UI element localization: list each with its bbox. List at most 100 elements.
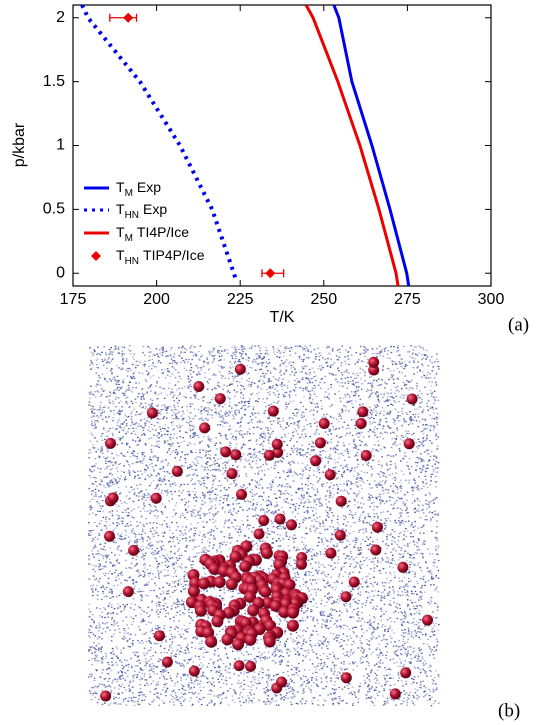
water-dot bbox=[352, 572, 354, 573]
water-dot bbox=[435, 486, 437, 487]
water-dot bbox=[343, 472, 345, 473]
water-dot bbox=[305, 350, 307, 351]
water-dot bbox=[109, 571, 111, 572]
water-dot bbox=[239, 382, 241, 383]
water-dot bbox=[147, 536, 149, 537]
water-dot bbox=[258, 674, 260, 675]
water-dot bbox=[345, 406, 347, 407]
water-dot bbox=[154, 583, 156, 584]
water-dot bbox=[299, 421, 301, 422]
water-dot bbox=[200, 497, 202, 498]
water-dot bbox=[317, 471, 319, 472]
water-dot bbox=[394, 684, 396, 685]
water-dot bbox=[338, 457, 340, 458]
water-dot bbox=[331, 670, 333, 671]
water-dot bbox=[320, 554, 322, 555]
water-dot bbox=[260, 387, 262, 388]
water-dot bbox=[88, 522, 90, 523]
water-dot bbox=[425, 483, 427, 484]
water-dot bbox=[302, 361, 304, 362]
water-dot bbox=[358, 647, 360, 648]
water-dot bbox=[256, 393, 258, 394]
water-dot bbox=[184, 484, 186, 485]
water-dot bbox=[270, 421, 272, 422]
water-dot bbox=[254, 570, 256, 571]
water-dot bbox=[256, 482, 258, 483]
water-dot bbox=[300, 637, 302, 638]
water-dot bbox=[241, 356, 243, 357]
water-dot bbox=[103, 429, 105, 430]
water-dot bbox=[341, 346, 343, 347]
water-dot bbox=[302, 368, 304, 369]
water-dot bbox=[254, 516, 256, 517]
water-dot bbox=[214, 654, 216, 655]
water-dot bbox=[356, 496, 358, 497]
water-dot bbox=[360, 663, 362, 664]
water-dot bbox=[278, 490, 280, 491]
water-dot bbox=[425, 494, 427, 495]
water-dot bbox=[99, 684, 101, 685]
water-dot bbox=[433, 471, 435, 472]
water-dot bbox=[403, 636, 405, 637]
water-dot bbox=[263, 433, 265, 434]
water-dot bbox=[99, 523, 101, 524]
water-dot bbox=[181, 629, 183, 630]
water-dot bbox=[90, 611, 92, 612]
water-dot bbox=[377, 424, 379, 425]
water-dot bbox=[95, 697, 97, 698]
water-dot bbox=[278, 396, 280, 397]
water-dot bbox=[140, 684, 142, 685]
water-dot bbox=[334, 601, 336, 602]
water-dot bbox=[315, 353, 317, 354]
water-dot bbox=[425, 479, 427, 480]
water-dot bbox=[367, 643, 369, 644]
water-dot bbox=[361, 488, 363, 489]
water-dot bbox=[311, 692, 313, 693]
water-dot bbox=[324, 605, 326, 606]
water-dot bbox=[434, 677, 436, 678]
water-dot bbox=[255, 661, 257, 662]
water-dot bbox=[219, 545, 221, 546]
water-dot bbox=[118, 573, 120, 574]
water-dot bbox=[256, 493, 258, 494]
water-dot bbox=[124, 637, 126, 638]
water-dot bbox=[330, 565, 332, 566]
water-dot bbox=[272, 431, 274, 432]
water-dot bbox=[351, 644, 353, 645]
water-dot bbox=[225, 520, 227, 521]
water-dot bbox=[345, 396, 347, 397]
water-dot bbox=[384, 596, 386, 597]
water-dot bbox=[156, 382, 158, 383]
water-dot bbox=[381, 466, 383, 467]
water-dot bbox=[215, 454, 217, 455]
water-dot bbox=[311, 402, 313, 403]
water-dot bbox=[161, 405, 163, 406]
water-dot bbox=[119, 684, 121, 685]
water-dot bbox=[345, 466, 347, 467]
water-dot bbox=[132, 644, 134, 645]
water-dot bbox=[186, 422, 188, 423]
water-dot bbox=[100, 508, 102, 509]
water-dot bbox=[320, 533, 322, 534]
water-dot bbox=[202, 647, 204, 648]
water-dot bbox=[155, 628, 157, 629]
water-dot bbox=[354, 692, 356, 693]
water-dot bbox=[425, 377, 427, 378]
water-dot bbox=[204, 493, 206, 494]
water-dot bbox=[202, 495, 204, 496]
water-dot bbox=[399, 487, 401, 488]
water-dot bbox=[113, 530, 115, 531]
water-dot bbox=[121, 662, 123, 663]
water-dot bbox=[347, 453, 349, 454]
water-dot bbox=[257, 421, 259, 422]
water-dot bbox=[110, 486, 112, 487]
water-dot bbox=[424, 428, 426, 429]
water-dot bbox=[226, 684, 228, 685]
water-dot bbox=[201, 552, 203, 553]
water-dot bbox=[230, 447, 232, 448]
water-dot bbox=[164, 549, 166, 550]
water-dot bbox=[146, 495, 148, 496]
water-dot bbox=[275, 477, 277, 478]
water-dot bbox=[136, 526, 138, 527]
water-dot bbox=[332, 515, 334, 516]
